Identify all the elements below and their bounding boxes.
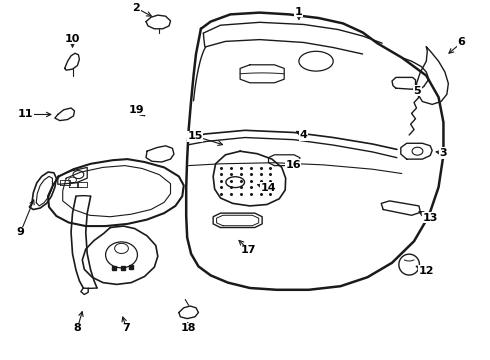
Text: 9: 9	[17, 227, 24, 237]
Text: 11: 11	[18, 109, 33, 120]
Text: 5: 5	[414, 86, 421, 96]
Text: 6: 6	[458, 37, 466, 48]
Text: 14: 14	[261, 183, 276, 193]
Text: 17: 17	[241, 245, 257, 255]
Text: 10: 10	[65, 34, 80, 44]
Text: 8: 8	[74, 323, 81, 333]
Text: 18: 18	[181, 323, 196, 333]
Text: 19: 19	[128, 105, 144, 115]
Text: 1: 1	[295, 6, 303, 17]
Text: 15: 15	[187, 131, 203, 141]
Text: 16: 16	[285, 160, 301, 170]
Text: 13: 13	[422, 213, 438, 223]
Text: 7: 7	[122, 323, 130, 333]
Text: 3: 3	[440, 148, 447, 158]
Text: 12: 12	[418, 266, 434, 276]
Text: 4: 4	[300, 130, 308, 140]
Text: 2: 2	[132, 3, 140, 13]
